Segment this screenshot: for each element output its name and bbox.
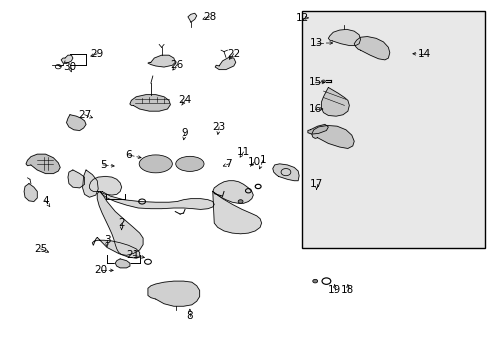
Text: 7: 7	[225, 159, 232, 169]
Polygon shape	[68, 170, 84, 188]
Text: 19: 19	[327, 285, 341, 296]
Polygon shape	[311, 126, 353, 148]
Polygon shape	[101, 192, 214, 210]
Polygon shape	[92, 237, 140, 258]
Polygon shape	[272, 164, 299, 181]
Circle shape	[321, 80, 325, 83]
Text: 3: 3	[103, 235, 110, 245]
Text: 18: 18	[341, 285, 354, 296]
Polygon shape	[82, 170, 98, 197]
Polygon shape	[328, 30, 360, 45]
Text: 9: 9	[182, 128, 188, 138]
Text: 5: 5	[100, 160, 106, 170]
Text: 28: 28	[203, 12, 216, 22]
Text: 23: 23	[212, 122, 225, 132]
Text: 13: 13	[309, 38, 323, 48]
Polygon shape	[212, 192, 261, 234]
Circle shape	[312, 279, 317, 283]
Text: 12: 12	[295, 13, 308, 23]
Polygon shape	[61, 55, 73, 63]
Text: 6: 6	[125, 150, 131, 160]
Polygon shape	[26, 154, 60, 174]
Text: 10: 10	[247, 157, 260, 167]
Text: 11: 11	[236, 147, 250, 157]
Text: 24: 24	[178, 95, 191, 105]
Text: 1: 1	[259, 155, 266, 165]
Text: 14: 14	[416, 49, 430, 59]
Ellipse shape	[175, 156, 203, 171]
Text: 20: 20	[94, 265, 107, 275]
Polygon shape	[212, 181, 253, 203]
Polygon shape	[215, 57, 235, 69]
Text: 22: 22	[227, 49, 240, 59]
Polygon shape	[321, 87, 348, 116]
Polygon shape	[353, 37, 389, 60]
Ellipse shape	[139, 155, 172, 173]
Polygon shape	[307, 125, 328, 134]
Polygon shape	[130, 95, 170, 111]
Text: 26: 26	[170, 59, 183, 69]
Text: 15: 15	[308, 77, 321, 87]
Polygon shape	[89, 176, 122, 195]
Bar	[302, 12, 484, 248]
Polygon shape	[66, 115, 86, 131]
Polygon shape	[148, 55, 175, 67]
Polygon shape	[115, 259, 130, 268]
Text: 30: 30	[63, 62, 76, 72]
Polygon shape	[24, 184, 37, 202]
Text: 21: 21	[126, 250, 140, 260]
Text: 16: 16	[308, 104, 321, 114]
Polygon shape	[148, 281, 199, 306]
Text: 27: 27	[78, 110, 91, 120]
Text: 17: 17	[309, 179, 323, 189]
Text: 29: 29	[90, 49, 103, 59]
Text: 8: 8	[186, 311, 193, 320]
Text: 4: 4	[42, 196, 49, 206]
Text: 2: 2	[118, 218, 124, 228]
Polygon shape	[187, 13, 196, 22]
Polygon shape	[97, 192, 143, 255]
Circle shape	[238, 200, 243, 203]
Text: 25: 25	[34, 244, 47, 254]
